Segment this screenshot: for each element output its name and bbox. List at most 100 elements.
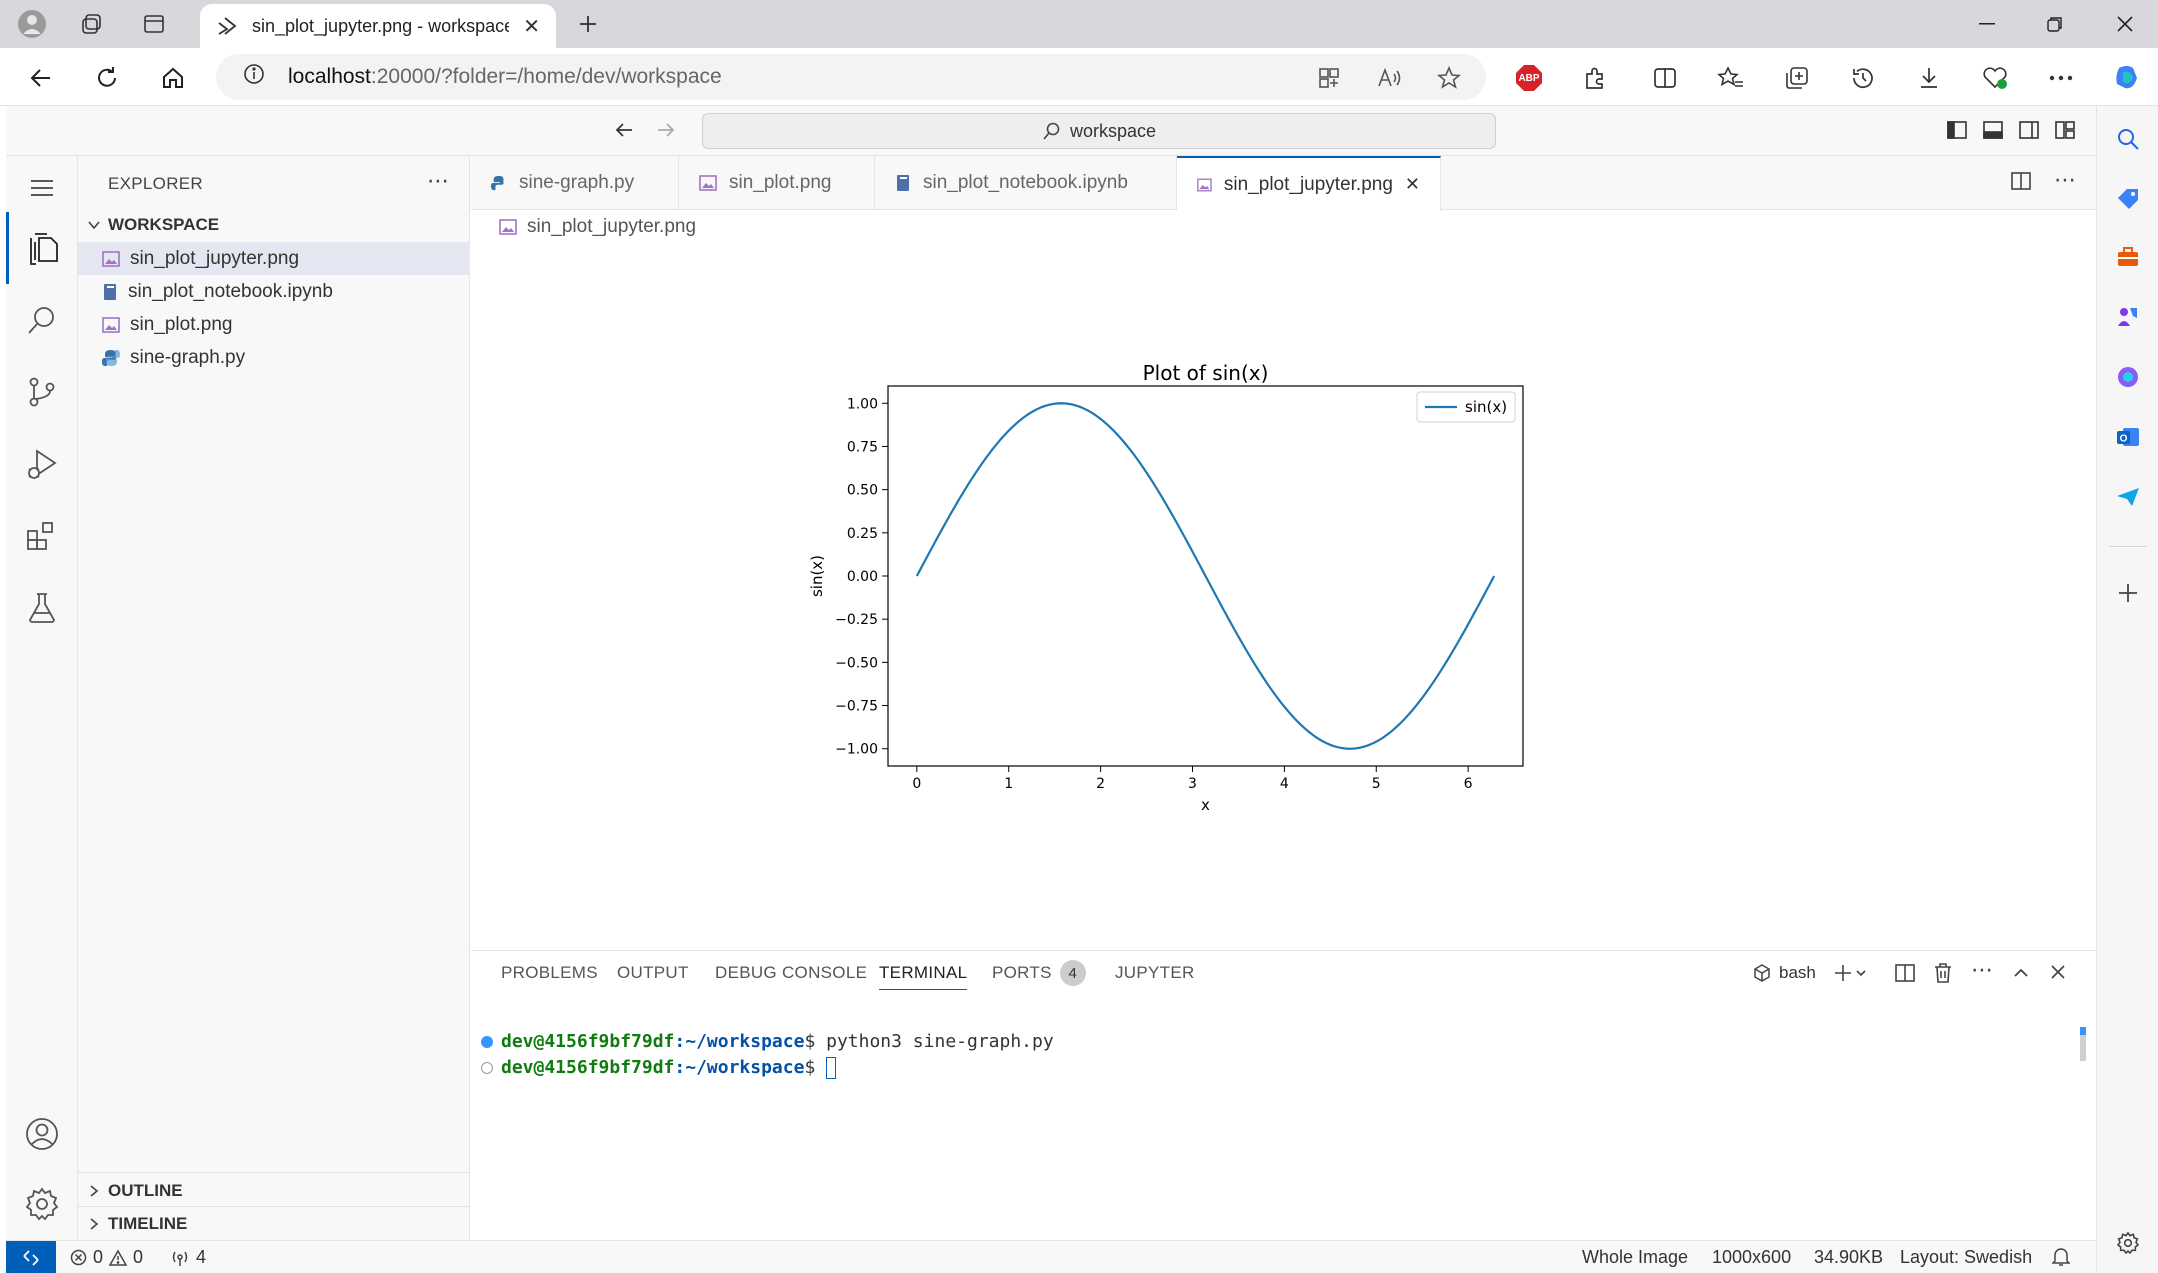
problems-status[interactable]: 0 0	[70, 1247, 143, 1268]
manage-gear-icon[interactable]	[6, 1168, 78, 1240]
read-aloud-icon[interactable]	[1372, 61, 1406, 95]
outline-section-header[interactable]: OUTLINE	[78, 1174, 470, 1207]
vscode-tab-icon	[218, 17, 237, 35]
settings-more-icon[interactable]	[2044, 61, 2078, 95]
minimize-icon[interactable]	[1954, 0, 2020, 48]
file-item-sin-plot[interactable]: sin_plot.png	[78, 308, 470, 341]
accounts-icon[interactable]	[6, 1098, 78, 1170]
refresh-icon[interactable]	[90, 61, 124, 95]
testing-icon[interactable]	[6, 572, 78, 644]
file-item-sin-plot-jupyter[interactable]: sin_plot_jupyter.png	[78, 242, 470, 275]
new-tab-icon[interactable]	[572, 8, 604, 40]
explorer-more-icon[interactable]: ⋯	[427, 168, 449, 193]
panel-tab-debug-console[interactable]: DEBUG CONSOLE	[715, 963, 868, 982]
profile-icon[interactable]	[16, 8, 48, 40]
panel-tab-jupyter[interactable]: JUPYTER	[1115, 963, 1195, 982]
toggle-panel-icon[interactable]	[1982, 119, 2004, 147]
home-icon[interactable]	[156, 61, 190, 95]
nav-forward-icon[interactable]	[654, 118, 678, 148]
collections-icon[interactable]	[1780, 61, 1814, 95]
url-text[interactable]: localhost:20000/?folder=/home/dev/worksp…	[288, 65, 722, 89]
remote-indicator[interactable]	[6, 1241, 56, 1273]
panel-more-icon[interactable]: ⋯	[1971, 957, 1993, 982]
add-sidebar-icon[interactable]	[2111, 576, 2145, 610]
app-available-icon[interactable]	[1312, 61, 1346, 95]
split-screen-icon[interactable]	[1648, 61, 1682, 95]
shopping-tag-icon[interactable]	[2111, 182, 2145, 216]
extensions-view-icon[interactable]	[6, 500, 78, 572]
url-bar[interactable]: localhost:20000/?folder=/home/dev/worksp…	[216, 54, 1486, 100]
image-dimensions: 1000x600	[1712, 1247, 1792, 1267]
terminal-user: dev@4156f9bf79df	[501, 1031, 675, 1052]
tab-sin-plot[interactable]: sin_plot.png	[679, 156, 875, 210]
close-panel-icon[interactable]	[2049, 963, 2067, 987]
site-info-icon[interactable]	[242, 62, 266, 92]
keyboard-layout[interactable]: Layout: Swedish	[1900, 1247, 2033, 1267]
tab-sin-plot-jupyter[interactable]: sin_plot_jupyter.png ✕	[1177, 156, 1441, 211]
ports-status[interactable]: 4	[170, 1247, 206, 1268]
favorites-icon[interactable]	[1714, 61, 1748, 95]
terminal-shell-selector[interactable]: bash	[1753, 963, 1816, 983]
nav-back-icon[interactable]	[612, 118, 636, 148]
favorite-star-icon[interactable]	[1432, 61, 1466, 95]
downloads-icon[interactable]	[1912, 61, 1946, 95]
file-item-sin-plot-notebook[interactable]: sin_plot_notebook.ipynb	[78, 275, 470, 308]
y-tick-label: −0.75	[835, 699, 878, 715]
breadcrumb[interactable]: sin_plot_jupyter.png	[499, 216, 696, 238]
games-icon[interactable]	[2111, 300, 2145, 334]
edge-sidebar-settings-icon[interactable]	[2111, 1226, 2145, 1260]
copilot-365-icon[interactable]	[2111, 360, 2145, 394]
new-terminal-icon[interactable]	[1833, 963, 1867, 989]
panel-tab-terminal[interactable]: TERMINAL	[879, 963, 968, 990]
terminal-scrollbar[interactable]	[2080, 1027, 2086, 1061]
timeline-section-header[interactable]: TIMELINE	[78, 1207, 470, 1240]
close-tab-icon[interactable]: ✕	[1404, 174, 1420, 194]
command-center[interactable]: workspace	[702, 113, 1496, 149]
tab-sin-plot-notebook[interactable]: sin_plot_notebook.ipynb	[875, 156, 1177, 210]
close-tab-icon[interactable]: ✕	[523, 15, 540, 38]
toggle-primary-sidebar-icon[interactable]	[1946, 119, 1968, 147]
edge-search-icon[interactable]	[2111, 122, 2145, 156]
file-item-sine-graph[interactable]: sine-graph.py	[78, 341, 470, 374]
panel-tab-problems[interactable]: PROBLEMS	[501, 963, 598, 982]
close-window-icon[interactable]	[2092, 0, 2158, 48]
copilot-icon[interactable]	[2110, 61, 2144, 95]
performance-icon[interactable]	[1978, 61, 2012, 95]
panel-tab-ports[interactable]: PORTS 4	[992, 960, 1086, 986]
tools-icon[interactable]	[2111, 240, 2145, 274]
toggle-secondary-sidebar-icon[interactable]	[2018, 119, 2040, 147]
customize-layout-icon[interactable]	[2054, 119, 2076, 147]
explorer-icon[interactable]	[6, 212, 78, 284]
terminal-icon	[1754, 964, 1770, 982]
workspaces-icon[interactable]	[76, 8, 108, 40]
browser-tab-active[interactable]: sin_plot_jupyter.png - workspace ✕	[200, 4, 556, 48]
outlook-icon[interactable]: O	[2111, 420, 2145, 454]
history-icon[interactable]	[1846, 61, 1880, 95]
send-icon[interactable]	[2111, 480, 2145, 514]
adblock-label: ABP	[1518, 72, 1540, 84]
extensions-icon[interactable]	[1578, 61, 1612, 95]
split-editor-icon[interactable]	[2010, 170, 2032, 198]
split-terminal-icon[interactable]	[1895, 963, 1915, 989]
url-host: localhost	[288, 65, 371, 88]
notifications-bell-icon[interactable]	[2052, 1247, 2070, 1267]
terminal-line[interactable]: dev@4156f9bf79df:~/workspace$	[501, 1057, 837, 1079]
chevron-down-icon	[88, 220, 100, 229]
adblock-icon[interactable]: ABP	[1512, 61, 1546, 95]
kill-terminal-icon[interactable]	[1933, 962, 1953, 990]
source-control-icon[interactable]	[6, 356, 78, 428]
editor-more-icon[interactable]: ⋯	[2054, 167, 2076, 192]
y-tick-label: 0.75	[847, 439, 878, 455]
tab-sine-graph[interactable]: sine-graph.py	[471, 156, 679, 210]
back-icon[interactable]	[24, 61, 58, 95]
maximize-panel-icon[interactable]	[2011, 963, 2031, 989]
tab-actions-icon[interactable]	[138, 8, 170, 40]
workspace-section-header[interactable]: WORKSPACE	[78, 208, 470, 241]
run-debug-icon[interactable]	[6, 428, 78, 500]
x-tick-label: 1	[1004, 776, 1013, 792]
menu-icon[interactable]	[6, 156, 78, 220]
panel-tab-output[interactable]: OUTPUT	[617, 963, 689, 982]
zoom-status[interactable]: Whole Image	[1582, 1247, 1689, 1267]
search-view-icon[interactable]	[6, 284, 78, 356]
restore-icon[interactable]	[2022, 0, 2088, 48]
